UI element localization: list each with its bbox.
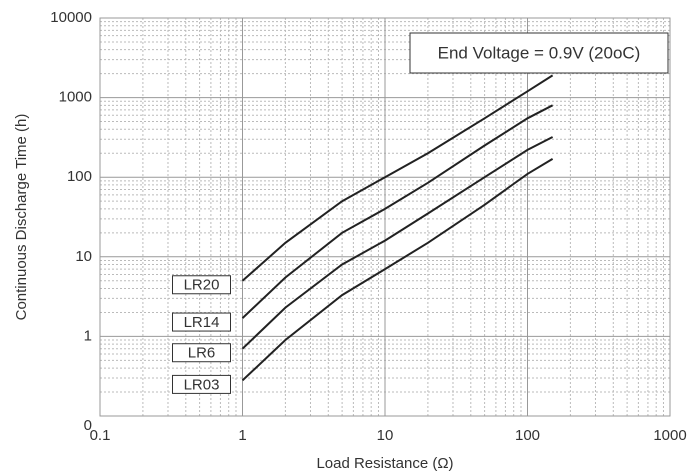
y-tick-label: 100 [67,168,92,185]
y-tick-label: 1000 [59,89,92,106]
x-tick-label: 0.1 [90,427,111,444]
series-label-box [172,343,231,363]
series-label: LR03 [184,376,220,393]
x-tick-label: 100 [515,427,540,444]
series-label: LR14 [184,314,220,331]
series-label: LR20 [184,277,220,294]
y-tick-label: 1 [84,327,92,344]
series-line [241,158,554,382]
y-tick-label: 0 [84,417,92,434]
y-tick-label: 10 [75,248,92,265]
y-tick-label: 10000 [50,9,92,26]
series-line [241,136,554,350]
series-line [241,104,554,319]
series-label: LR6 [188,345,216,362]
y-axis-title: Continuous Discharge Time (h) [13,114,30,321]
series-label-box [172,275,231,295]
series-label-box [172,374,231,394]
series-line [241,74,554,282]
series-label-box [172,312,231,332]
x-tick-label: 1 [238,427,246,444]
x-tick-label: 1000 [653,427,686,444]
annotation: End Voltage = 0.9V (20oC) [438,43,641,62]
x-axis-title: Load Resistance (Ω) [316,455,453,472]
x-tick-label: 10 [377,427,394,444]
annotation-box [409,32,669,74]
